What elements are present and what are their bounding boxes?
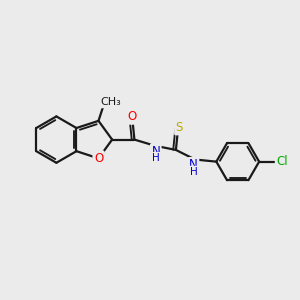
Text: Cl: Cl — [276, 155, 288, 168]
Text: N: N — [152, 145, 160, 158]
Text: O: O — [128, 110, 137, 123]
Text: N: N — [189, 158, 198, 171]
Text: H: H — [152, 153, 160, 163]
Text: H: H — [190, 167, 197, 177]
Text: S: S — [176, 121, 183, 134]
Text: CH₃: CH₃ — [100, 97, 122, 107]
Text: O: O — [94, 152, 103, 165]
